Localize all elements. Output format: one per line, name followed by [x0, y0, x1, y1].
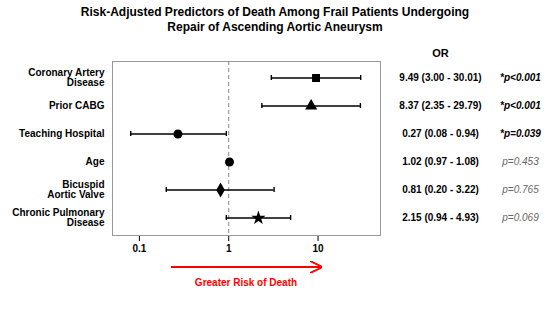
svg-text:1: 1	[226, 243, 232, 254]
svg-text:p=0.453: p=0.453	[501, 156, 539, 167]
svg-text:p=0.069: p=0.069	[501, 212, 539, 223]
svg-text:0.81 (0.20 - 3.22): 0.81 (0.20 - 3.22)	[402, 184, 479, 195]
svg-text:8.37 (2.35 - 29.79): 8.37 (2.35 - 29.79)	[399, 100, 481, 111]
svg-text:Coronary ArteryDisease: Coronary ArteryDisease	[28, 67, 105, 88]
svg-text:*p=0.039: *p=0.039	[500, 128, 541, 139]
svg-text:2.15 (0.94 - 4.93): 2.15 (0.94 - 4.93)	[402, 212, 479, 223]
svg-text:9.49 (3.00 - 30.01): 9.49 (3.00 - 30.01)	[399, 72, 481, 83]
svg-text:OR: OR	[432, 47, 449, 59]
svg-text:Prior CABG: Prior CABG	[49, 100, 105, 111]
svg-text:Age: Age	[86, 156, 105, 167]
svg-text:*p<0.001: *p<0.001	[500, 72, 541, 83]
svg-text:Chronic PulmonaryDisease: Chronic PulmonaryDisease	[12, 207, 105, 228]
svg-text:0.1: 0.1	[132, 243, 146, 254]
svg-text:BicuspidAortic Valve: BicuspidAortic Valve	[47, 179, 105, 200]
svg-text:0.27 (0.08 - 0.94): 0.27 (0.08 - 0.94)	[402, 128, 479, 139]
svg-text:p=0.765: p=0.765	[501, 184, 539, 195]
svg-text:1.02 (0.97 - 1.08): 1.02 (0.97 - 1.08)	[402, 156, 479, 167]
html-text:Greater Risk of Death: Greater Risk of Death	[194, 277, 298, 288]
svg-text:10: 10	[312, 243, 324, 254]
svg-text:Teaching Hospital: Teaching Hospital	[19, 128, 105, 139]
html-text:Risk-Adjusted Predictors of De: Risk-Adjusted Predictors of Death Among …	[80, 5, 470, 34]
svg-text:*p<0.001: *p<0.001	[500, 100, 541, 111]
